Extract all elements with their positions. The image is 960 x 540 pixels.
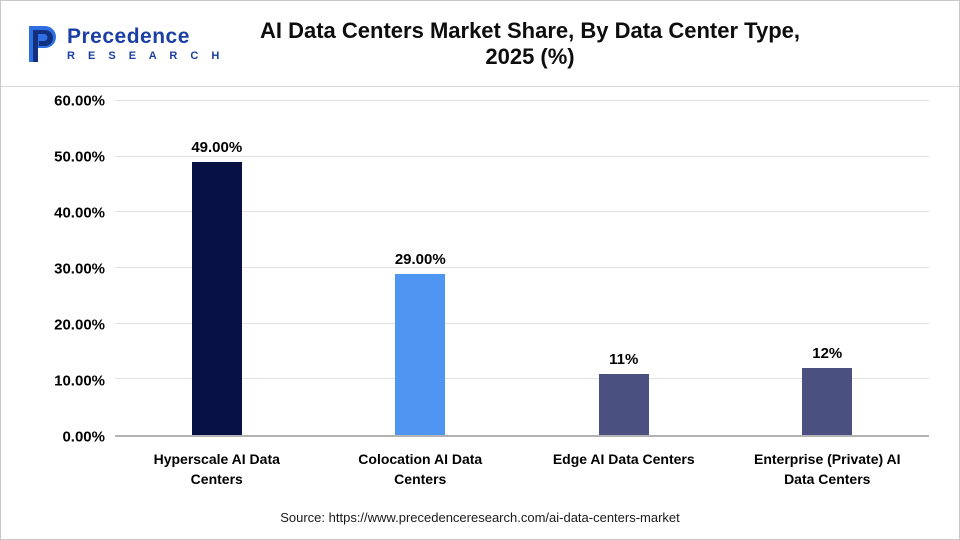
x-axis-labels: Hyperscale AI Data Centers Colocation AI … [115, 437, 929, 490]
plot-area: 49.00% 29.00% 11% 12% [115, 100, 929, 437]
bar-3 [598, 373, 649, 435]
bar-1 [191, 162, 242, 435]
bar-slot: 49.00% [115, 101, 319, 435]
precedence-logo: Precedence R E S E A R C H [25, 24, 245, 64]
bar-slot: 11% [522, 101, 726, 435]
bars-container: 49.00% 29.00% 11% 12% [115, 101, 929, 435]
gridline [115, 378, 929, 380]
y-tick-label: 60.00% [54, 92, 105, 110]
gridline [115, 100, 929, 101]
bar-slot: 12% [726, 101, 930, 435]
gridline [115, 267, 929, 268]
footer: Source: https://www.precedenceresearch.c… [1, 509, 959, 527]
chart-title: AI Data Centers Market Share, By Data Ce… [260, 17, 800, 69]
value-label: 29.00% [394, 250, 446, 268]
logo-brand-subtitle: R E S E A R C H [67, 49, 225, 62]
bar-slot: 29.00% [319, 101, 523, 435]
title-wrap: AI Data Centers Market Share, By Data Ce… [245, 18, 935, 70]
y-tick-label: 40.00% [54, 204, 105, 222]
y-tick-label: 20.00% [54, 316, 105, 334]
y-tick-label: 0.00% [62, 428, 105, 446]
y-tick-label: 30.00% [54, 260, 105, 278]
precedence-logo-icon [29, 25, 56, 62]
category-label: Edge AI Data Centers [552, 451, 695, 467]
chart-region: 0.00% 10.00% 20.00% 30.00% 40.00% 50.00% 60.00… [1, 87, 959, 490]
logo-brand-name: Precedence [67, 24, 190, 48]
y-axis: 0.00% 10.00% 20.00% 30.00% 40.00% 50.00% 60.00… [19, 93, 115, 446]
bar-2 [395, 273, 446, 435]
value-label: 49.00% [191, 139, 243, 157]
gridline [115, 211, 929, 213]
value-label: 12% [812, 345, 843, 363]
gridline [115, 155, 929, 157]
value-label: 11% [609, 350, 639, 368]
y-tick-label: 50.00% [54, 148, 105, 166]
y-tick-label: 10.00% [54, 372, 105, 390]
category-label: Colocation AI Data Centers [358, 451, 483, 488]
header: Precedence R E S E A R C H AI Data Cente… [1, 1, 959, 87]
logo-text: Precedence R E S E A R C H [67, 26, 224, 62]
source-text: Source: https://www.precedenceresearch.c… [280, 510, 680, 525]
category-label: Enterprise (Private) AI Data Centers [753, 451, 901, 488]
bar-4 [802, 368, 853, 435]
gridline [115, 322, 929, 324]
category-label: Hyperscale AI Data Centers [153, 451, 280, 488]
